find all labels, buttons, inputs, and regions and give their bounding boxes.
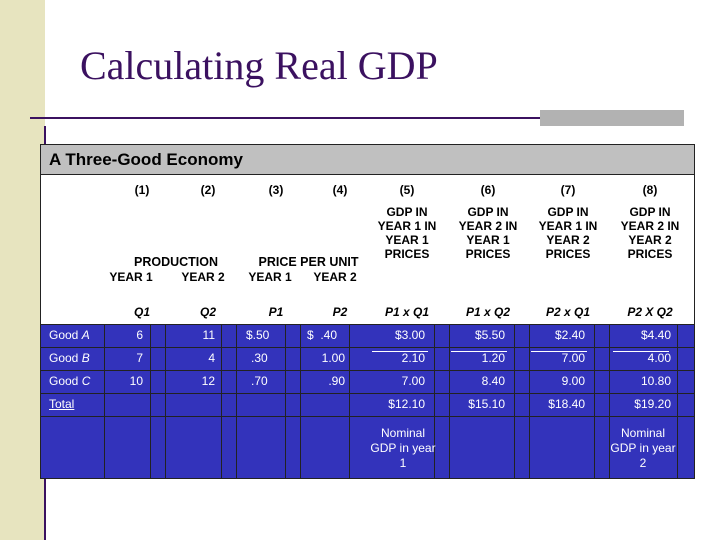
- table-header: (1) (2) (3) (4) (5) (6) (7) (8) GDP IN Y…: [41, 175, 694, 324]
- grid-line: [285, 324, 286, 478]
- col-number-2: (2): [200, 183, 216, 197]
- symbol-p2q2: P2 X Q2: [627, 305, 673, 319]
- header-gdp-y1-p2: GDP IN YEAR 1 IN YEAR 2 PRICES: [538, 205, 598, 261]
- header-gdp-y1-p1: GDP IN YEAR 1 IN YEAR 1 PRICES: [377, 205, 437, 261]
- cell-c-q1: 10: [129, 374, 143, 388]
- symbol-p2: P2: [332, 305, 348, 319]
- cell-b-p1: .30: [251, 351, 268, 365]
- sum-underline: [451, 351, 507, 352]
- grid-line: [236, 324, 237, 478]
- title-rule: [30, 117, 684, 119]
- note-nominal-gdp-year2: Nominal GDP in year 2: [610, 426, 676, 470]
- cell-a-gdp8: $4.40: [640, 328, 671, 342]
- symbol-p2q1: P2 x Q1: [545, 305, 591, 319]
- grid-line: [529, 324, 530, 478]
- total-gdp5: $12.10: [388, 397, 425, 411]
- total-gdp7: $18.40: [548, 397, 585, 411]
- cell-a-gdp6: $5.50: [474, 328, 505, 342]
- cell-b-gdp8: 4.00: [647, 351, 671, 365]
- header-price-per-unit: PRICE PER UNIT: [258, 255, 359, 269]
- grid-line: [514, 324, 515, 478]
- col-number-5: (5): [399, 183, 415, 197]
- header-production: PRODUCTION: [133, 255, 219, 269]
- title-rule-block: [540, 110, 684, 126]
- col-number-8: (8): [642, 183, 658, 197]
- col-number-4: (4): [332, 183, 348, 197]
- sum-underline: [372, 351, 428, 352]
- grid-line: [434, 324, 435, 478]
- cell-c-gdp8: 10.80: [640, 374, 671, 388]
- col-number-1: (1): [134, 183, 150, 197]
- symbol-p1: P1: [268, 305, 284, 319]
- grid-line: [449, 324, 450, 478]
- grid-line: [677, 324, 678, 478]
- row-divider: [41, 370, 694, 371]
- header-year2-q: YEAR 2: [181, 270, 225, 284]
- grid-line: [165, 324, 166, 478]
- grid-line: [300, 324, 301, 478]
- grid-line: [104, 324, 105, 478]
- table-body: Good A 6 11 $.50 $ .40 $3.00 $5.50 $2.40…: [41, 324, 694, 478]
- cell-a-q1: 6: [136, 328, 143, 342]
- row-label-good-b: Good B: [49, 351, 90, 365]
- cell-c-gdp7: 9.00: [561, 374, 585, 388]
- left-decorative-bar: [0, 0, 45, 540]
- symbol-q1: Q1: [133, 305, 150, 319]
- row-label-good-a: Good A: [49, 328, 90, 342]
- total-gdp8: $19.20: [634, 397, 671, 411]
- grid-line: [594, 324, 595, 478]
- cell-a-p2: $ .40: [307, 328, 338, 342]
- sum-underline: [613, 351, 669, 352]
- cell-b-q1: 7: [136, 351, 143, 365]
- header-year1-q: YEAR 1: [109, 270, 153, 284]
- col-number-3: (3): [268, 183, 284, 197]
- header-gdp-y2-p1: GDP IN YEAR 2 IN YEAR 1 PRICES: [458, 205, 518, 261]
- cell-b-gdp6: 1.20: [481, 351, 505, 365]
- note-nominal-gdp-year1: Nominal GDP in year 1: [370, 426, 436, 470]
- grid-line: [221, 324, 222, 478]
- symbol-p1q1: P1 x Q1: [384, 305, 430, 319]
- col-number-6: (6): [480, 183, 496, 197]
- header-year2-p: YEAR 2: [313, 270, 357, 284]
- grid-line: [349, 324, 350, 478]
- page-title: Calculating Real GDP: [80, 43, 438, 88]
- cell-a-gdp5: $3.00: [394, 328, 425, 342]
- cell-a-gdp7: $2.40: [554, 328, 585, 342]
- row-divider: [41, 347, 694, 348]
- cell-c-p2: .90: [328, 374, 345, 388]
- row-divider: [41, 416, 694, 417]
- cell-b-q2: 4: [208, 351, 215, 365]
- symbol-p1q2: P1 x Q2: [465, 305, 511, 319]
- cell-c-gdp5: 7.00: [401, 374, 425, 388]
- cell-a-p1: $.50: [246, 328, 270, 342]
- table-title: A Three-Good Economy: [41, 145, 694, 175]
- col-number-7: (7): [560, 183, 576, 197]
- cell-b-gdp5: 2.10: [401, 351, 425, 365]
- cell-a-q2: 11: [202, 328, 215, 342]
- gdp-table: A Three-Good Economy (1) (2) (3) (4) (5)…: [40, 144, 695, 479]
- cell-c-p1: .70: [251, 374, 268, 388]
- symbol-q2: Q2: [199, 305, 216, 319]
- row-label-good-c: Good C: [49, 374, 91, 388]
- total-label-link[interactable]: Total: [49, 397, 75, 411]
- header-year1-p: YEAR 1: [248, 270, 292, 284]
- grid-line: [609, 324, 610, 478]
- cell-c-gdp6: 8.40: [481, 374, 505, 388]
- header-gdp-y2-p2: GDP IN YEAR 2 IN YEAR 2 PRICES: [620, 205, 680, 261]
- grid-line: [150, 324, 151, 478]
- row-divider: [41, 393, 694, 394]
- cell-c-q2: 12: [201, 374, 215, 388]
- total-gdp6: $15.10: [468, 397, 505, 411]
- cell-b-p2: 1.00: [321, 351, 345, 365]
- cell-b-gdp7: 7.00: [561, 351, 585, 365]
- row-divider: [41, 324, 694, 325]
- sum-underline: [531, 351, 587, 352]
